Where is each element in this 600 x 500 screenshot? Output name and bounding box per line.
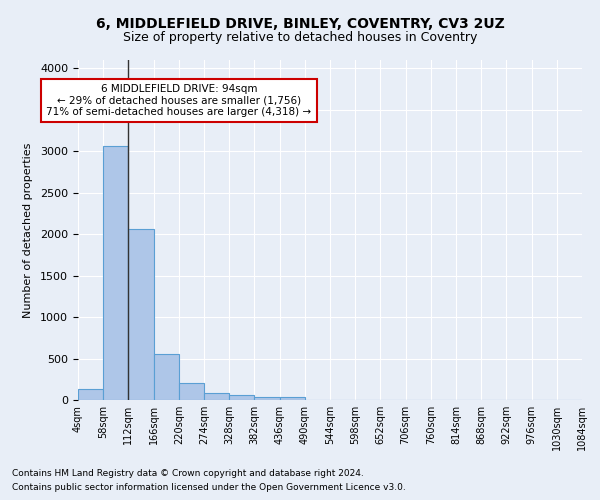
- Text: Contains HM Land Registry data © Crown copyright and database right 2024.: Contains HM Land Registry data © Crown c…: [12, 468, 364, 477]
- Bar: [229, 396, 254, 400]
- Text: Size of property relative to detached houses in Coventry: Size of property relative to detached ho…: [123, 31, 477, 44]
- Bar: [179, 384, 204, 400]
- Bar: [154, 354, 179, 400]
- Bar: [204, 394, 229, 400]
- Text: 6 MIDDLEFIELD DRIVE: 94sqm
← 29% of detached houses are smaller (1,756)
71% of s: 6 MIDDLEFIELD DRIVE: 94sqm ← 29% of deta…: [46, 84, 311, 117]
- Bar: [280, 396, 305, 400]
- Bar: [128, 229, 154, 400]
- Y-axis label: Number of detached properties: Number of detached properties: [23, 142, 33, 318]
- Bar: [78, 389, 103, 400]
- Text: 6, MIDDLEFIELD DRIVE, BINLEY, COVENTRY, CV3 2UZ: 6, MIDDLEFIELD DRIVE, BINLEY, COVENTRY, …: [95, 18, 505, 32]
- Bar: [103, 146, 128, 400]
- Text: Contains public sector information licensed under the Open Government Licence v3: Contains public sector information licen…: [12, 484, 406, 492]
- Bar: [254, 396, 280, 400]
